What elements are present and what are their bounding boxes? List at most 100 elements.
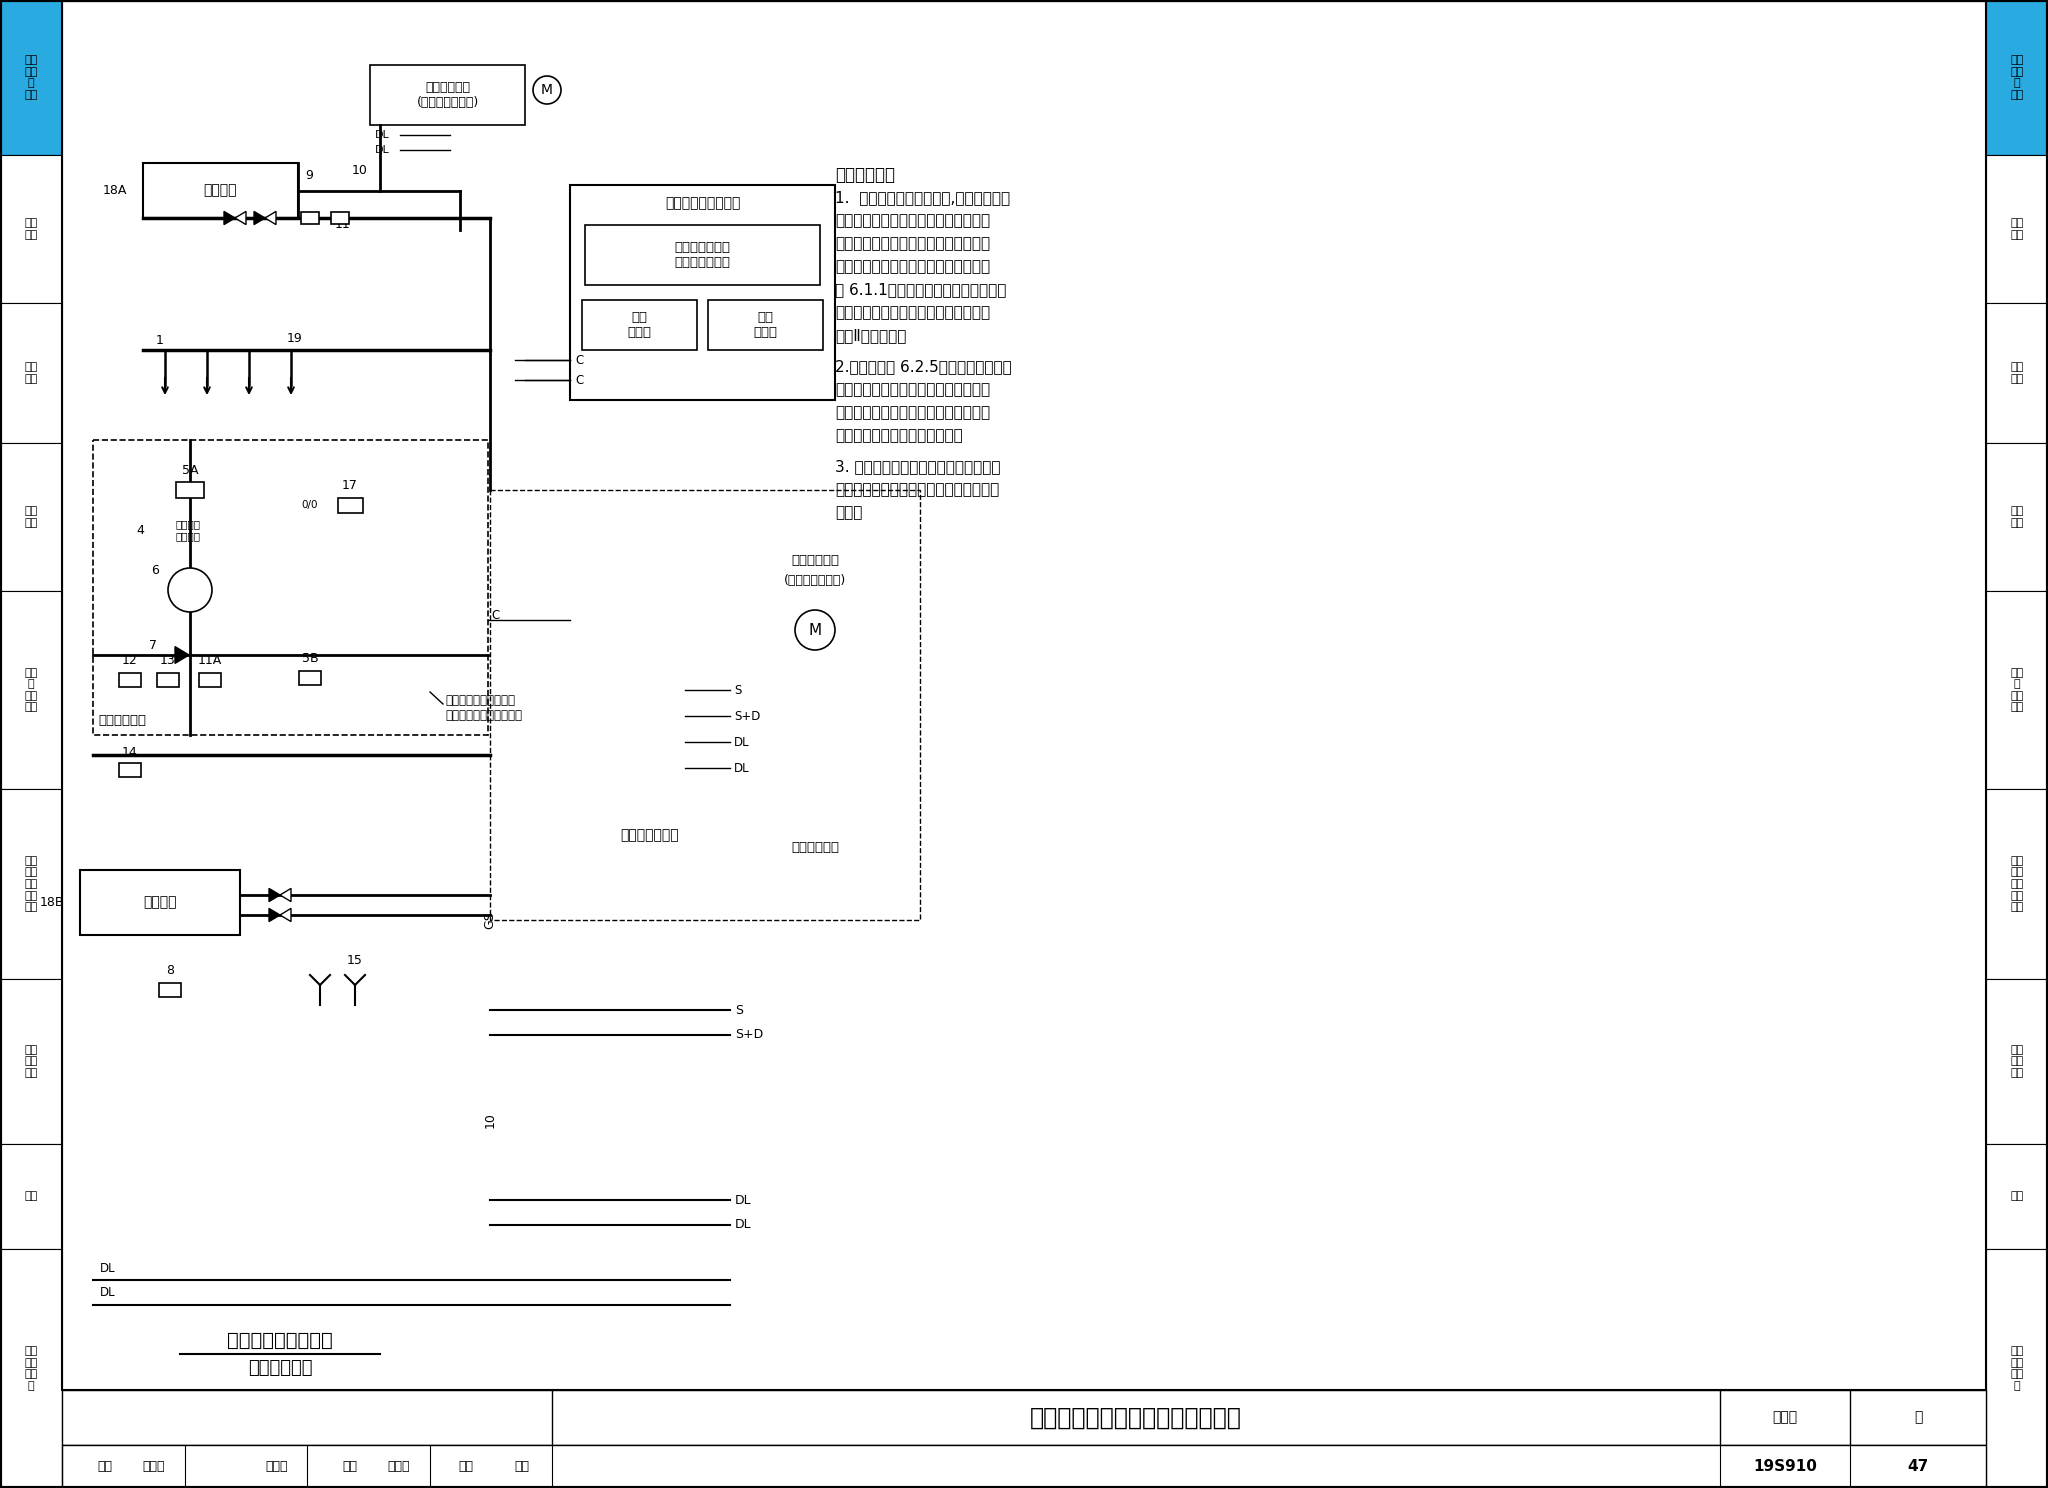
Text: 图集号: 图集号 — [1772, 1411, 1798, 1424]
Text: S+D: S+D — [735, 1028, 764, 1042]
Text: 第 6.1.1条的规定，且必须迅速扑救初: 第 6.1.1条的规定，且必须迅速扑救初 — [836, 283, 1006, 298]
Bar — [1987, 443, 2048, 591]
Text: 6: 6 — [152, 564, 160, 576]
Text: 所；设置场所的净空高度超过《喷规》: 所；设置场所的净空高度超过《喷规》 — [836, 259, 989, 274]
Text: C: C — [575, 373, 584, 387]
Text: 1.  雨淋系统（电动启动）,适用于火灾的: 1. 雨淋系统（电动启动）,适用于火灾的 — [836, 190, 1010, 205]
Text: M: M — [809, 622, 821, 637]
Circle shape — [168, 568, 213, 612]
Text: 19: 19 — [287, 332, 303, 345]
Bar — [0, 443, 61, 591]
Text: 附录: 附录 — [25, 1192, 37, 1201]
Bar — [489, 490, 920, 920]
Text: 12: 12 — [123, 653, 137, 667]
Bar — [0, 591, 61, 789]
Bar — [0, 1248, 61, 1488]
Text: 的电磁阀，其入口应设过滤器。并联设: 的电磁阀，其入口应设过滤器。并联设 — [836, 382, 989, 397]
Text: 消防水池: 消防水池 — [143, 896, 176, 909]
Text: 火灾报警控制器
及图形显示装置: 火灾报警控制器 及图形显示装置 — [674, 241, 731, 269]
Polygon shape — [268, 908, 281, 921]
Text: 局部
应用
系统: 局部 应用 系统 — [25, 1045, 37, 1079]
Text: C: C — [575, 354, 584, 366]
Text: （电动启动）: （电动启动） — [248, 1359, 311, 1376]
Text: 设计: 设计 — [459, 1460, 473, 1473]
Text: 3. 本图集仅绘制了雨淋临时高压有稳压: 3. 本图集仅绘制了雨淋临时高压有稳压 — [836, 460, 1001, 475]
Text: 4: 4 — [135, 524, 143, 537]
Text: DL: DL — [735, 1219, 752, 1232]
Bar — [143, 164, 299, 219]
Text: 5A: 5A — [182, 463, 199, 476]
Text: DL: DL — [733, 735, 750, 748]
Text: 喷头
布置: 喷头 布置 — [25, 506, 37, 528]
Text: 11: 11 — [336, 219, 350, 231]
Text: 置雨淋报警阀组的雨淋系统，其雨淋报: 置雨淋报警阀组的雨淋系统，其雨淋报 — [836, 406, 989, 421]
Circle shape — [532, 76, 561, 104]
Text: 马旭升: 马旭升 — [143, 1460, 166, 1473]
Text: 平时常开
试验关闭: 平时常开 试验关闭 — [174, 519, 201, 540]
Text: 0/0: 0/0 — [301, 500, 317, 510]
Polygon shape — [281, 908, 291, 921]
Bar — [1987, 591, 2048, 789]
Bar — [0, 1144, 61, 1248]
Bar — [92, 440, 487, 735]
Text: 防火
分隔
防护
冷却
系统: 防火 分隔 防护 冷却 系统 — [2011, 856, 2023, 912]
Polygon shape — [223, 211, 236, 225]
Bar — [1987, 789, 2048, 979]
Bar — [1987, 155, 2048, 304]
Text: 17: 17 — [342, 479, 358, 491]
Text: 喷头
布置: 喷头 布置 — [2011, 506, 2023, 528]
Text: 18A: 18A — [102, 185, 127, 196]
Text: 页: 页 — [1913, 1411, 1923, 1424]
Text: 10: 10 — [352, 164, 369, 177]
Text: 审核: 审核 — [98, 1460, 113, 1473]
Text: 【设计提示】: 【设计提示】 — [836, 167, 895, 185]
Text: 消防泵房内设置: 消防泵房内设置 — [621, 827, 680, 842]
Bar — [1987, 1248, 2048, 1488]
Text: 供水
系统: 供水 系统 — [2011, 219, 2023, 240]
Bar — [119, 763, 141, 777]
Text: 局部
应用
系统: 局部 应用 系统 — [2011, 1045, 2023, 1079]
Text: 手动启动雨淋报警阀组
带锁闭装置控制阀，常开: 手动启动雨淋报警阀组 带锁闭装置控制阀，常开 — [444, 693, 522, 722]
Text: S: S — [733, 683, 741, 696]
Polygon shape — [236, 211, 246, 225]
Bar — [569, 185, 836, 400]
Text: (含就地强制启动): (含就地强制启动) — [784, 573, 846, 586]
Text: 13: 13 — [160, 653, 176, 667]
Text: 47: 47 — [1907, 1460, 1929, 1475]
Bar — [582, 301, 696, 350]
Text: 联动
控制器: 联动 控制器 — [754, 311, 778, 339]
Bar — [1987, 1144, 2048, 1248]
Bar — [160, 984, 180, 997]
Bar — [61, 1445, 1987, 1488]
Text: DL: DL — [375, 129, 389, 140]
Text: GS: GS — [483, 911, 496, 929]
Bar — [176, 482, 205, 498]
Text: 供水
系统: 供水 系统 — [25, 219, 37, 240]
Bar — [61, 1390, 1987, 1445]
Bar — [586, 225, 819, 286]
Text: 不能及时使喷水有效覆盖着火区域的场: 不能及时使喷水有效覆盖着火区域的场 — [836, 237, 989, 251]
Bar — [0, 789, 61, 979]
Text: M: M — [541, 83, 553, 97]
Text: 相关
技术
资料
页: 相关 技术 资料 页 — [25, 1347, 37, 1391]
Text: 7: 7 — [150, 638, 158, 652]
Text: 2.《喷规》第 6.2.5条。雨淋报警阀组: 2.《喷规》第 6.2.5条。雨淋报警阀组 — [836, 360, 1012, 375]
Circle shape — [795, 610, 836, 650]
Bar — [0, 155, 61, 304]
Polygon shape — [174, 647, 188, 664]
Polygon shape — [254, 211, 264, 225]
Polygon shape — [281, 888, 291, 902]
Bar — [1987, 0, 2048, 155]
Text: 雨淋系统组件示意图（电动启动）: 雨淋系统组件示意图（电动启动） — [1030, 1406, 1241, 1430]
Bar — [332, 211, 348, 225]
Bar — [1987, 979, 2048, 1144]
Text: 系统
类型
及
控制: 系统 类型 及 控制 — [25, 55, 37, 100]
Text: 雨淋系统组件示意图: 雨淋系统组件示意图 — [227, 1330, 334, 1350]
Text: 雨淋报警阀组: 雨淋报警阀组 — [98, 714, 145, 726]
Text: S+D: S+D — [733, 710, 760, 723]
Bar — [0, 304, 61, 443]
Text: 手动
控制盘: 手动 控制盘 — [627, 311, 651, 339]
Text: 莫慧: 莫慧 — [514, 1460, 528, 1473]
Text: 15: 15 — [346, 954, 362, 967]
Text: 11A: 11A — [199, 653, 221, 667]
